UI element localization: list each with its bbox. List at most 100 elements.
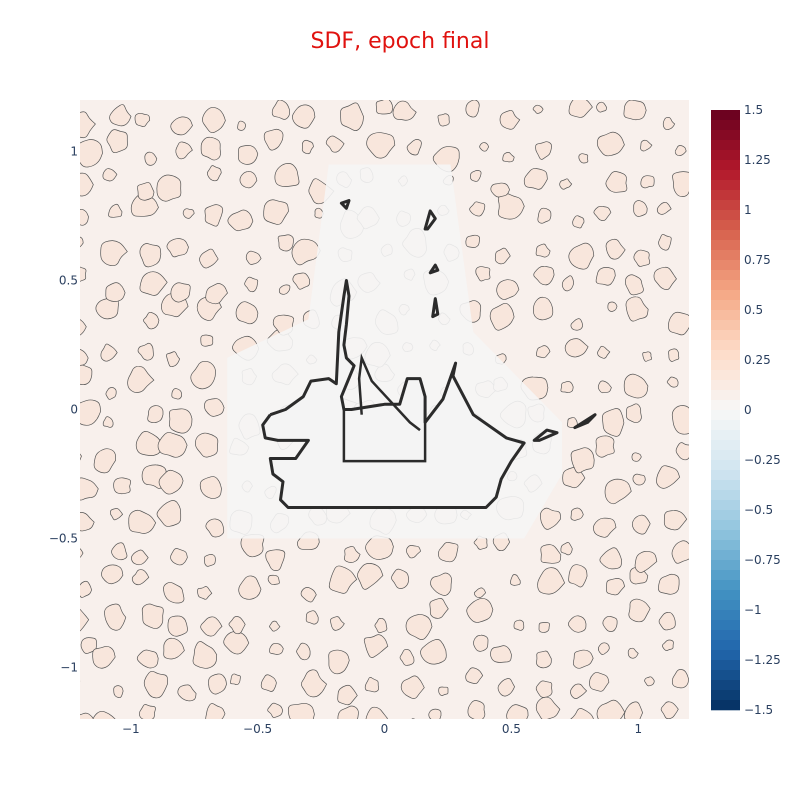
contour-line xyxy=(113,477,132,495)
contour-line xyxy=(405,614,433,640)
contour-line xyxy=(278,284,291,295)
contour-line xyxy=(628,598,651,623)
colorbar-swatch xyxy=(711,580,740,591)
contour-line xyxy=(158,469,184,495)
contour-line xyxy=(499,110,521,130)
contour-line xyxy=(513,619,525,631)
contour-line xyxy=(470,170,482,182)
contour-line xyxy=(535,141,552,160)
contour-line xyxy=(287,702,315,719)
colorbar-swatch xyxy=(711,300,740,311)
contour-line xyxy=(570,318,583,331)
colorbar-swatch xyxy=(711,320,740,331)
colorbar-tick-label: −1 xyxy=(744,603,762,617)
zero-level-blob xyxy=(573,413,597,430)
contour-line xyxy=(325,135,345,153)
contour-line xyxy=(238,145,259,165)
contour-line xyxy=(631,452,642,462)
contour-line xyxy=(601,408,625,437)
contour-line xyxy=(668,348,680,362)
contour-line xyxy=(163,582,185,604)
colorbar-ticks: 1.5 1.25 1 0.75 0.5 0.25 0 −0.25 −0.5 −0.75 −1 −1.2… xyxy=(744,103,781,717)
zero-level-blob xyxy=(431,297,440,319)
contour-line xyxy=(572,649,594,669)
contour-line xyxy=(330,616,345,631)
contour-line xyxy=(593,517,617,538)
contour-line xyxy=(599,547,622,570)
contour-line xyxy=(80,236,84,248)
contour-line xyxy=(204,398,225,417)
colorbar-swatch xyxy=(711,210,740,221)
contour-line xyxy=(177,684,197,702)
colorbar-swatch xyxy=(711,430,740,441)
colorbar-swatch xyxy=(711,610,740,621)
contour-line xyxy=(197,586,213,600)
contour-line xyxy=(269,620,281,632)
x-tick-label: 0.5 xyxy=(502,722,521,736)
contour-line xyxy=(204,554,216,567)
contour-line xyxy=(92,710,116,719)
colorbar-swatch xyxy=(711,700,740,711)
colorbar-swatch xyxy=(711,510,740,521)
colorbar-swatch xyxy=(711,460,740,471)
contour-line xyxy=(494,247,511,265)
contour-line xyxy=(438,686,449,696)
contour-line xyxy=(190,360,216,390)
contour-line xyxy=(496,279,520,300)
colorbar-swatch xyxy=(711,670,740,681)
contour-line xyxy=(192,641,218,669)
contour-line xyxy=(466,597,494,623)
contour-line xyxy=(166,238,189,258)
contour-line xyxy=(578,153,589,164)
contour-line xyxy=(596,699,626,719)
contour-line xyxy=(537,207,552,224)
contour-line xyxy=(260,674,277,692)
contour-line xyxy=(662,116,676,131)
contour-line xyxy=(141,603,164,629)
contour-line xyxy=(606,578,625,596)
x-tick-label: 1 xyxy=(634,722,642,736)
contour-line xyxy=(80,208,89,226)
contour-line xyxy=(263,199,289,225)
contour-line xyxy=(267,702,284,718)
contour-line xyxy=(131,569,150,586)
contour-line xyxy=(634,550,658,573)
contour-line xyxy=(357,563,384,590)
contour-line xyxy=(589,672,610,692)
contour-line xyxy=(135,431,163,456)
contour-line xyxy=(104,603,127,631)
contour-line xyxy=(182,208,195,219)
colorbar-swatch xyxy=(711,230,740,241)
contour-line xyxy=(291,238,321,266)
contour-line xyxy=(510,574,521,586)
contour-line xyxy=(391,568,410,589)
contour-line xyxy=(602,615,618,632)
colorbar-swatch xyxy=(711,160,740,171)
contour-line xyxy=(632,514,651,535)
contour-line xyxy=(111,542,128,561)
contour-line xyxy=(497,193,525,220)
colorbar-swatch xyxy=(711,250,740,261)
contour-line xyxy=(207,165,222,182)
contour-line xyxy=(596,101,608,113)
colorbar-swatch xyxy=(711,650,740,661)
contour-line xyxy=(633,249,651,267)
contour-line xyxy=(200,616,223,637)
colorbar[interactable]: 1.5 1.25 1 0.75 0.5 0.25 0 −0.25 −0.5 −0.75 −1 −1.2… xyxy=(711,103,781,717)
contour-line xyxy=(267,574,280,586)
contour-line xyxy=(102,416,114,428)
contour-line xyxy=(467,700,486,719)
contour-line xyxy=(597,345,611,359)
y-tick-label: −0.5 xyxy=(49,532,78,546)
contour-line xyxy=(143,670,168,699)
colorbar-swatch xyxy=(711,190,740,201)
contour-line xyxy=(171,388,182,400)
contour-line xyxy=(623,100,647,121)
contour-line xyxy=(674,145,687,157)
contour-line xyxy=(475,266,491,282)
contour-line xyxy=(105,387,117,400)
contour-line xyxy=(80,680,81,682)
contour-line xyxy=(366,132,396,159)
contour-line xyxy=(568,615,587,633)
colorbar-swatch xyxy=(711,310,740,321)
